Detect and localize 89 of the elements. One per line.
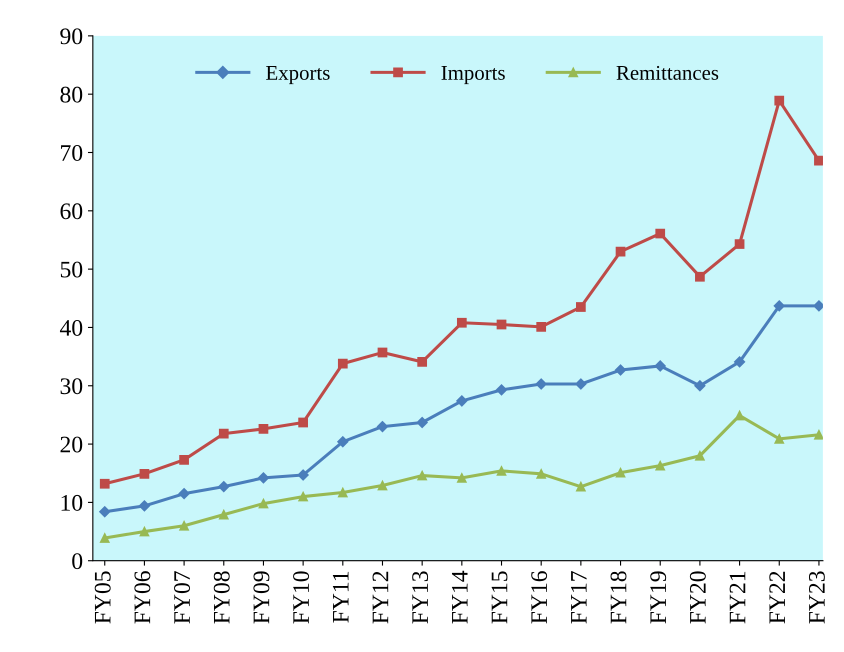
point: [258, 472, 270, 484]
point: [218, 428, 229, 438]
point: [813, 300, 823, 312]
point: [734, 239, 744, 249]
x-tick-label: FY09: [253, 571, 270, 624]
point: [614, 364, 626, 376]
point: [536, 322, 546, 332]
point: [179, 454, 189, 465]
point: [338, 488, 348, 498]
point: [417, 470, 428, 480]
point: [218, 481, 230, 492]
point: [496, 384, 508, 396]
y-tick-label: 0: [72, 553, 82, 570]
legend-label: Imports: [442, 66, 505, 84]
point: [774, 434, 784, 444]
x-tick-label: FY21: [730, 572, 746, 624]
point: [814, 156, 823, 166]
y-tick-label: 50: [60, 262, 82, 278]
point: [575, 378, 586, 390]
x-tick-label: FY15: [492, 571, 508, 624]
point: [774, 96, 784, 106]
point: [576, 482, 586, 492]
point: [179, 520, 189, 531]
point: [694, 380, 706, 392]
y-tick-label: 60: [60, 203, 82, 220]
point: [655, 228, 666, 238]
x-tick-label: FY14: [452, 570, 468, 624]
point: [616, 468, 626, 478]
point: [456, 318, 467, 328]
x-tick-label: FY05: [94, 571, 111, 624]
y-tick-label: 70: [61, 144, 82, 161]
point: [655, 460, 666, 471]
point: [456, 395, 468, 407]
x-tick-label: FY07: [174, 571, 190, 624]
y-tick-label: 30: [60, 378, 82, 394]
point: [100, 533, 110, 543]
x-tick-label: FY08: [214, 571, 230, 624]
point: [496, 466, 506, 476]
x-tick-label: FY20: [690, 571, 706, 624]
point: [536, 378, 547, 390]
point: [616, 246, 626, 256]
point: [298, 492, 308, 502]
x-tick-label: FY22: [769, 572, 785, 624]
point: [258, 498, 268, 508]
x-tick-label: FY11: [332, 572, 348, 623]
x-tick-label: FY13: [412, 571, 428, 624]
point: [258, 424, 268, 434]
point: [100, 478, 110, 489]
x-tick-label: FY10: [293, 571, 310, 624]
x-tick-label: FY12: [372, 572, 388, 624]
point: [774, 300, 785, 312]
point: [99, 506, 110, 518]
x-tick-label: FY16: [531, 571, 548, 624]
y-tick-label: 10: [62, 494, 82, 511]
point: [416, 416, 428, 428]
point: [140, 526, 150, 536]
point: [298, 469, 309, 481]
point: [378, 480, 388, 490]
point: [140, 468, 150, 479]
point: [536, 468, 546, 479]
point: [734, 410, 744, 420]
legend-label: Exports: [266, 66, 330, 84]
point: [814, 430, 823, 440]
point: [378, 348, 388, 358]
legend-label: Remittances: [616, 66, 718, 80]
y-tick-label: 90: [60, 28, 82, 44]
x-tick-label: FY19: [650, 571, 666, 624]
point: [376, 420, 388, 432]
x-tick-label: FY17: [570, 571, 587, 624]
y-tick-label: 80: [60, 86, 82, 103]
x-tick-label: FY06: [134, 571, 150, 624]
x-tick-label: FY23: [808, 571, 825, 624]
point: [417, 356, 428, 367]
point: [338, 358, 348, 368]
point: [576, 302, 586, 312]
y-tick-label: 40: [60, 320, 82, 336]
point: [138, 500, 150, 512]
point: [456, 473, 467, 483]
point: [337, 436, 348, 448]
point: [734, 356, 746, 368]
x-tick-label: FY18: [610, 571, 626, 624]
point: [178, 488, 190, 500]
point: [496, 320, 506, 330]
point: [695, 450, 705, 461]
point: [218, 510, 229, 520]
point: [695, 272, 705, 282]
point: [654, 360, 666, 372]
point: [298, 418, 308, 428]
y-tick-label: 20: [60, 436, 82, 453]
